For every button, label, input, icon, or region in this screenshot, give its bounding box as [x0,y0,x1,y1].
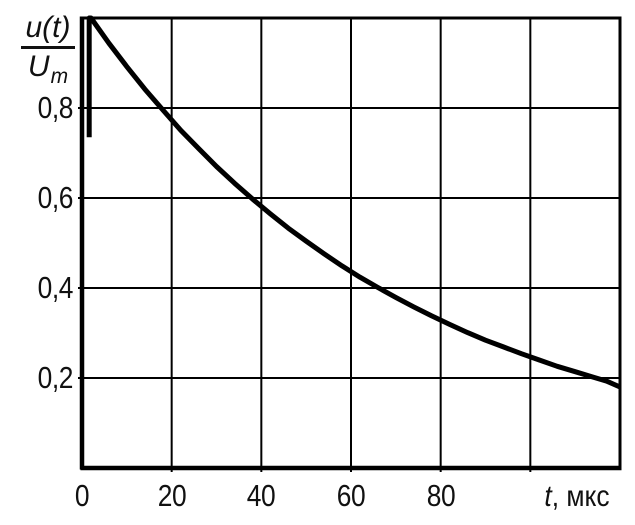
data-curve [86,15,622,390]
x-tick-label: 80 [426,478,455,513]
x-tick-label: 40 [247,478,276,513]
x-tick-label: 60 [336,478,366,513]
y-axis-label: u(t) Um [19,11,77,94]
y-tick-label: 0,8 [37,90,74,125]
y-tick-label: 0,6 [37,180,74,215]
x-axis-label-variable: t [544,480,552,513]
y-axis-label-numerator-text: u(t) [25,11,71,44]
x-tick-label: 0 [74,478,90,513]
x-tick-label: 20 [157,478,186,513]
y-axis-label-denominator: Um [19,50,77,94]
y-axis-label-numerator: u(t) [19,11,77,45]
y-axis-label-denominator-base: U [27,50,50,83]
fraction-bar [21,46,75,49]
y-axis-label-denominator-subscript: m [50,65,69,88]
x-axis-label: t, мкс [544,480,609,514]
y-tick-label: 0,2 [37,360,74,395]
x-axis-label-unit: , мкс [551,480,610,513]
y-tick-label: 0,4 [37,270,74,305]
